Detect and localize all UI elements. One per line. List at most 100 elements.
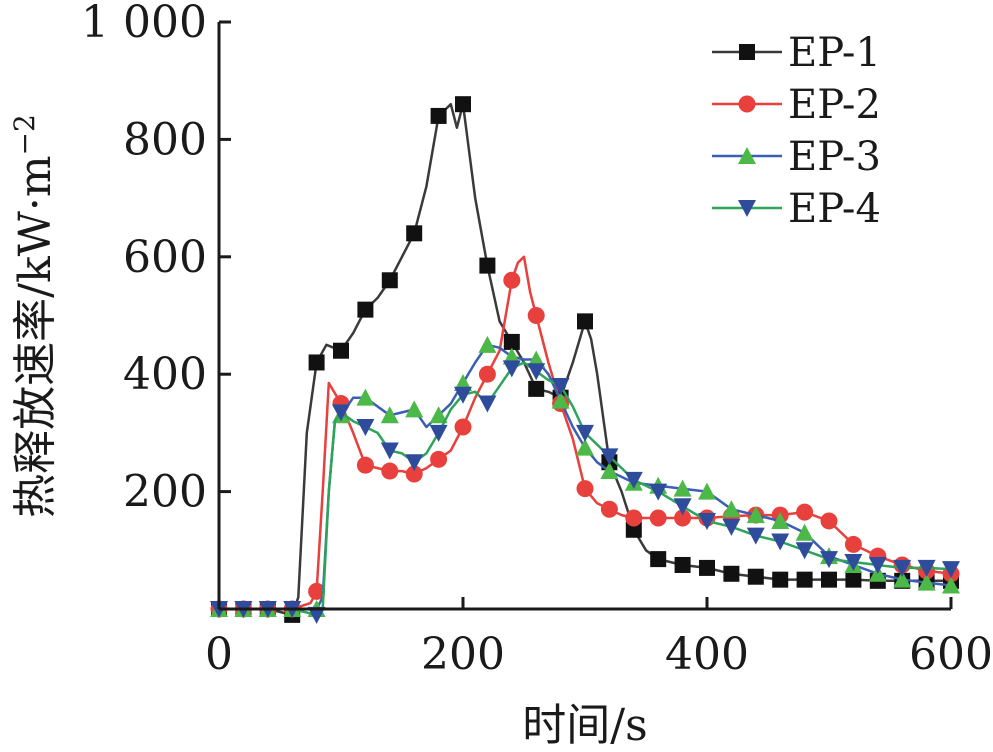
data-point bbox=[844, 554, 863, 572]
plot-area bbox=[210, 96, 960, 624]
data-point bbox=[429, 424, 448, 442]
data-point bbox=[503, 333, 520, 350]
data-point bbox=[308, 354, 325, 371]
data-point bbox=[333, 342, 349, 359]
data-point bbox=[674, 509, 692, 527]
y-axis-title-sup: −2 bbox=[8, 114, 41, 155]
data-point bbox=[796, 571, 813, 588]
data-point bbox=[332, 404, 350, 422]
data-point bbox=[576, 480, 594, 498]
data-point bbox=[479, 257, 496, 274]
x-tick-label: 600 bbox=[909, 629, 993, 680]
legend-label: EP-3 bbox=[788, 134, 881, 180]
data-point bbox=[942, 576, 960, 594]
data-point bbox=[502, 360, 521, 378]
data-point bbox=[649, 483, 668, 501]
data-point bbox=[746, 506, 765, 524]
axes: 200 400 600 800 1 000 0 200 400 600 bbox=[81, 0, 993, 680]
data-point bbox=[796, 503, 814, 521]
x-axis-title: 时间/s bbox=[522, 700, 647, 751]
data-point bbox=[844, 535, 862, 553]
data-point bbox=[381, 462, 399, 480]
legend-entry: EP-1 bbox=[712, 30, 881, 76]
y-axis-title: 热释放速率/kW·m−2 bbox=[8, 114, 62, 518]
data-point bbox=[722, 500, 741, 518]
data-point bbox=[893, 559, 912, 577]
y-tick-label: 800 bbox=[123, 114, 207, 165]
data-point bbox=[380, 406, 399, 424]
data-point bbox=[673, 498, 692, 516]
data-point bbox=[600, 448, 619, 466]
data-point bbox=[356, 419, 375, 437]
legend-label: EP-2 bbox=[788, 82, 881, 128]
legend-marker bbox=[739, 44, 755, 60]
data-point bbox=[820, 551, 838, 569]
data-point bbox=[551, 391, 570, 409]
data-point bbox=[430, 450, 448, 468]
data-point bbox=[478, 365, 496, 383]
data-point bbox=[429, 406, 448, 424]
data-point bbox=[527, 363, 546, 381]
legend: EP-1 EP-2 EP-3 EP-4 bbox=[712, 30, 881, 232]
y-tick-label: 600 bbox=[123, 232, 207, 283]
legend-label: EP-4 bbox=[788, 186, 881, 232]
data-point bbox=[820, 512, 838, 530]
legend-entry: EP-3 bbox=[712, 134, 881, 180]
data-point bbox=[576, 424, 594, 442]
legend-label: EP-1 bbox=[788, 30, 881, 76]
data-point bbox=[600, 500, 618, 518]
data-point bbox=[699, 559, 715, 576]
data-point bbox=[380, 442, 399, 460]
data-point bbox=[771, 511, 790, 529]
legend-marker bbox=[738, 95, 756, 113]
data-point bbox=[600, 462, 619, 480]
data-point bbox=[673, 479, 692, 497]
series-line bbox=[219, 102, 951, 617]
data-point bbox=[478, 395, 497, 413]
legend-entry: EP-2 bbox=[712, 82, 881, 128]
data-point bbox=[576, 438, 594, 456]
data-point bbox=[454, 418, 472, 436]
data-point bbox=[503, 271, 521, 289]
data-point bbox=[747, 568, 764, 585]
y-tick-label: 200 bbox=[123, 467, 207, 518]
data-point bbox=[723, 565, 740, 582]
data-point bbox=[771, 533, 790, 551]
data-point bbox=[356, 388, 375, 406]
data-point bbox=[893, 570, 912, 588]
data-point bbox=[917, 559, 936, 577]
x-tick-label: 0 bbox=[205, 629, 233, 680]
data-point bbox=[430, 107, 447, 124]
legend-entry: EP-4 bbox=[712, 186, 881, 232]
x-tick-label: 400 bbox=[665, 629, 749, 680]
data-point bbox=[308, 582, 326, 600]
data-point bbox=[455, 96, 471, 113]
data-point bbox=[821, 571, 837, 588]
data-point bbox=[406, 225, 423, 242]
data-point bbox=[577, 313, 593, 330]
data-point bbox=[795, 542, 814, 560]
data-point bbox=[674, 556, 691, 573]
y-tick-label: 400 bbox=[123, 349, 207, 400]
data-point bbox=[528, 380, 545, 397]
data-point bbox=[795, 523, 814, 541]
data-point bbox=[868, 556, 887, 574]
data-point bbox=[624, 471, 643, 489]
data-point bbox=[478, 335, 497, 353]
x-tick-label: 200 bbox=[421, 629, 505, 680]
data-point bbox=[649, 509, 667, 527]
data-point bbox=[625, 509, 643, 527]
data-point bbox=[698, 512, 716, 530]
data-point bbox=[356, 456, 374, 474]
data-point bbox=[454, 386, 472, 404]
data-point bbox=[772, 571, 789, 588]
data-point bbox=[650, 551, 667, 568]
data-point bbox=[357, 301, 374, 318]
y-axis-title-main: 热释放速率/kW·m bbox=[10, 155, 61, 517]
data-point bbox=[698, 482, 716, 500]
data-point bbox=[381, 272, 398, 289]
data-point bbox=[942, 561, 960, 579]
data-point bbox=[746, 527, 765, 545]
data-point bbox=[405, 465, 423, 483]
